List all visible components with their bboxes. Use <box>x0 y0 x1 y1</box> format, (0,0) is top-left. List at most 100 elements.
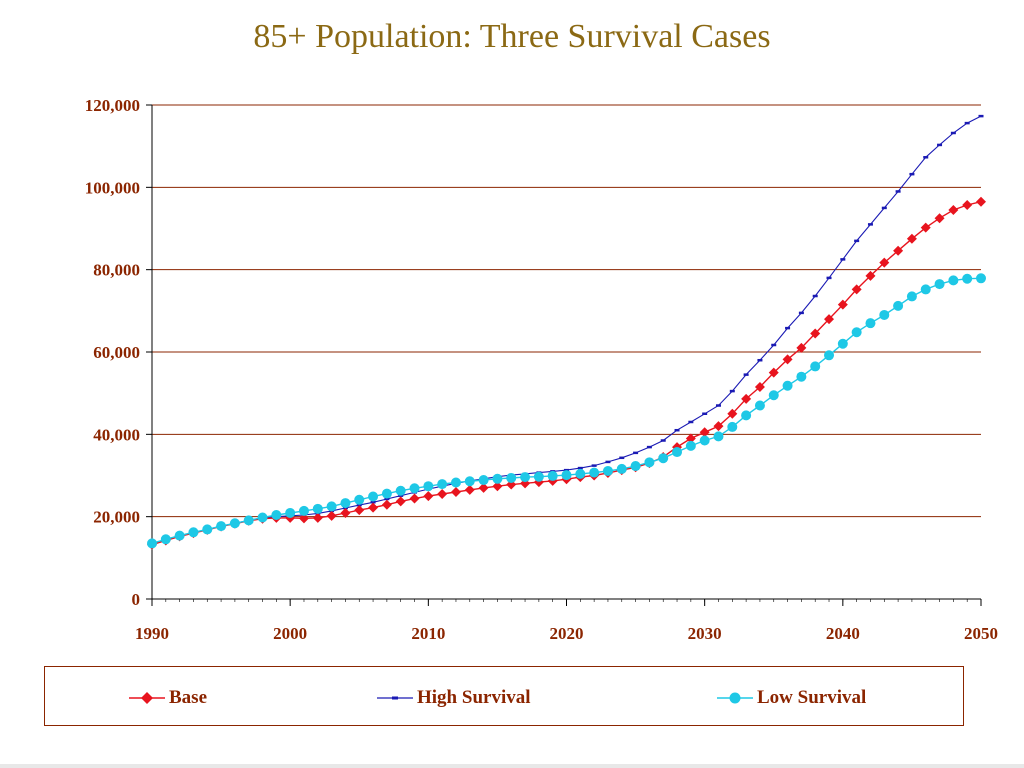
data-point <box>410 494 420 504</box>
legend-entry-low: Low Survival <box>717 687 866 709</box>
data-point <box>976 273 986 283</box>
data-point <box>562 470 572 480</box>
data-point <box>437 479 447 489</box>
data-point <box>410 483 420 493</box>
data-point <box>810 361 820 371</box>
legend: Base High Survival Low Survival <box>44 666 964 726</box>
data-point <box>769 390 779 400</box>
data-point <box>741 410 751 420</box>
axes: 0 20,000 40,000 60,000 80,000 100,000 120,000 1… <box>85 96 998 643</box>
legend-entry-high: High Survival <box>377 687 531 709</box>
dash-marker-icon <box>377 691 413 705</box>
data-point <box>382 489 392 499</box>
data-point <box>575 469 585 479</box>
series-line <box>152 202 981 545</box>
data-point <box>948 275 958 285</box>
data-point <box>644 457 654 467</box>
data-point <box>285 508 295 518</box>
data-point <box>893 301 903 311</box>
data-point <box>548 471 558 481</box>
data-point <box>354 505 364 515</box>
data-point <box>520 472 530 482</box>
data-point <box>824 350 834 360</box>
data-point <box>327 511 337 521</box>
grid-lines <box>152 105 981 517</box>
data-point <box>589 468 599 478</box>
data-point <box>244 515 254 525</box>
data-point <box>465 476 475 486</box>
data-point <box>879 310 889 320</box>
data-point <box>506 473 516 483</box>
data-point <box>672 447 682 457</box>
data-point <box>838 339 848 349</box>
data-point <box>382 500 392 510</box>
data-point <box>437 489 447 499</box>
x-tick-label: 2000 <box>273 624 307 643</box>
x-tick-label: 2020 <box>550 624 584 643</box>
x-tick-label: 2050 <box>964 624 998 643</box>
data-point <box>368 491 378 501</box>
x-tick-label: 1990 <box>135 624 169 643</box>
data-point <box>271 510 281 520</box>
data-point <box>423 491 433 501</box>
series <box>147 116 986 550</box>
data-point <box>962 274 972 284</box>
data-point <box>713 431 723 441</box>
x-tick-label: 2030 <box>688 624 722 643</box>
y-tick-label: 100,000 <box>85 178 140 197</box>
diamond-marker-icon <box>129 691 165 705</box>
series-line <box>152 278 981 543</box>
data-point <box>465 485 475 495</box>
data-point <box>617 464 627 474</box>
legend-label-high: High Survival <box>417 687 531 709</box>
series-low-survival <box>147 273 986 548</box>
data-point <box>631 461 641 471</box>
data-point <box>216 521 226 531</box>
data-point <box>188 527 198 537</box>
data-point <box>396 486 406 496</box>
data-point <box>423 481 433 491</box>
data-point <box>865 318 875 328</box>
y-tick-label: 0 <box>132 590 141 609</box>
data-point <box>962 200 972 210</box>
data-point <box>935 213 945 223</box>
data-point <box>396 496 406 506</box>
slide: 85+ Population: Three Survival Cases 0 20… <box>0 0 1024 768</box>
data-point <box>354 495 364 505</box>
data-point <box>948 205 958 215</box>
data-point <box>451 477 461 487</box>
data-point <box>727 422 737 432</box>
data-point <box>686 441 696 451</box>
data-point <box>313 504 323 514</box>
data-point <box>451 487 461 497</box>
data-point <box>852 327 862 337</box>
data-point <box>258 512 268 522</box>
data-point <box>202 524 212 534</box>
data-point <box>796 372 806 382</box>
y-tick-label: 40,000 <box>93 425 140 444</box>
legend-label-low: Low Survival <box>757 687 866 709</box>
chart-plot: 0 20,000 40,000 60,000 80,000 100,000 120,000 1… <box>0 0 1024 660</box>
data-point <box>935 279 945 289</box>
data-point <box>368 503 378 513</box>
data-point <box>603 466 613 476</box>
y-tick-label: 120,000 <box>85 96 140 115</box>
data-point <box>340 498 350 508</box>
y-tick-label: 20,000 <box>93 508 140 527</box>
data-point <box>175 531 185 541</box>
legend-entry-base: Base <box>129 687 207 709</box>
legend-label-base: Base <box>169 687 207 709</box>
data-point <box>161 534 171 544</box>
footer-divider <box>0 764 1024 768</box>
data-point <box>755 401 765 411</box>
data-point <box>700 436 710 446</box>
data-point <box>479 475 489 485</box>
data-point <box>313 513 323 523</box>
data-point <box>299 506 309 516</box>
y-tick-label: 60,000 <box>93 343 140 362</box>
data-point <box>658 453 668 463</box>
data-point <box>327 501 337 511</box>
data-point <box>534 472 544 482</box>
data-point <box>907 291 917 301</box>
circle-marker-icon <box>717 691 753 705</box>
